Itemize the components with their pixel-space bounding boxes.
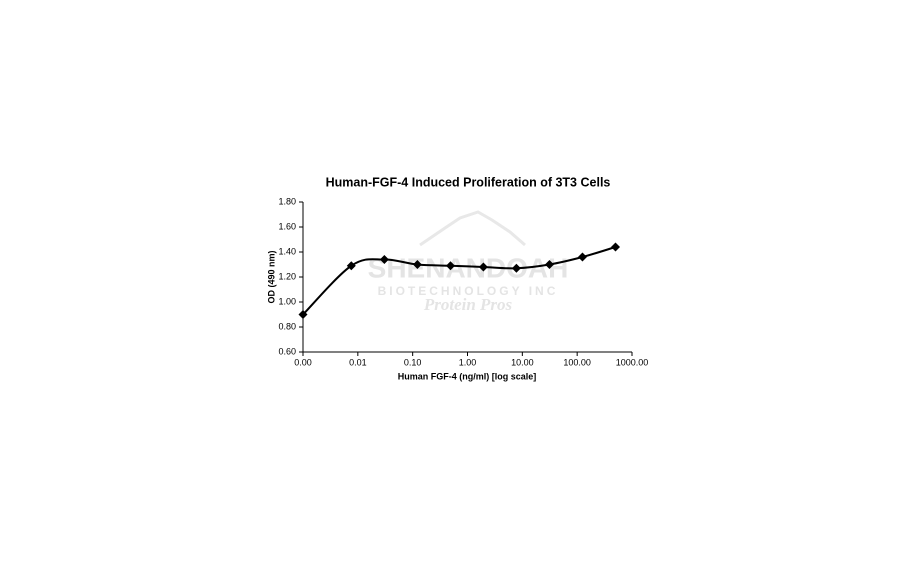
data-point — [412, 260, 422, 269]
data-point — [478, 262, 488, 272]
data-point — [511, 263, 521, 273]
watermark-text: BIOTECHNOLOGY INC — [378, 284, 559, 298]
watermark-text: Protein Pros — [423, 295, 513, 314]
x-tick-label: 1.00 — [459, 357, 477, 367]
y-tick-label: 1.60 — [278, 221, 296, 231]
data-point — [446, 261, 456, 271]
x-tick-label: 10.00 — [511, 357, 534, 367]
watermark-text: SHENANDOAH — [368, 252, 569, 283]
x-axis-title: Human FGF-4 (ng/ml) [log scale] — [398, 371, 537, 381]
x-tick-label: 0.01 — [349, 357, 367, 367]
x-tick-label: 0.10 — [404, 357, 422, 367]
y-tick-label: 0.60 — [278, 346, 296, 356]
y-tick-label: 1.00 — [278, 296, 296, 306]
data-point — [346, 261, 356, 271]
x-tick-label: 100.00 — [563, 357, 591, 367]
watermark-mountain — [419, 210, 526, 247]
data-point — [298, 310, 308, 319]
data-point — [379, 255, 389, 264]
series-line — [302, 246, 616, 316]
y-tick-label: 1.80 — [278, 196, 296, 206]
y-tick-label: 0.80 — [278, 321, 296, 331]
watermark: SHENANDOAH BIOTECHNOLOGY INC Protein Pro… — [368, 210, 569, 314]
data-point — [610, 242, 620, 252]
y-tick-label: 1.40 — [278, 246, 296, 256]
data-point — [544, 260, 554, 269]
y-tick-label: 1.20 — [278, 271, 296, 281]
data-point — [577, 252, 587, 262]
x-tick-label: 0.00 — [294, 357, 312, 367]
chart-title: Human-FGF-4 Induced Proliferation of 3T3… — [326, 175, 611, 189]
y-axis-title: OD (490 nm) — [266, 250, 276, 303]
x-tick-label: 1000.00 — [616, 357, 649, 367]
